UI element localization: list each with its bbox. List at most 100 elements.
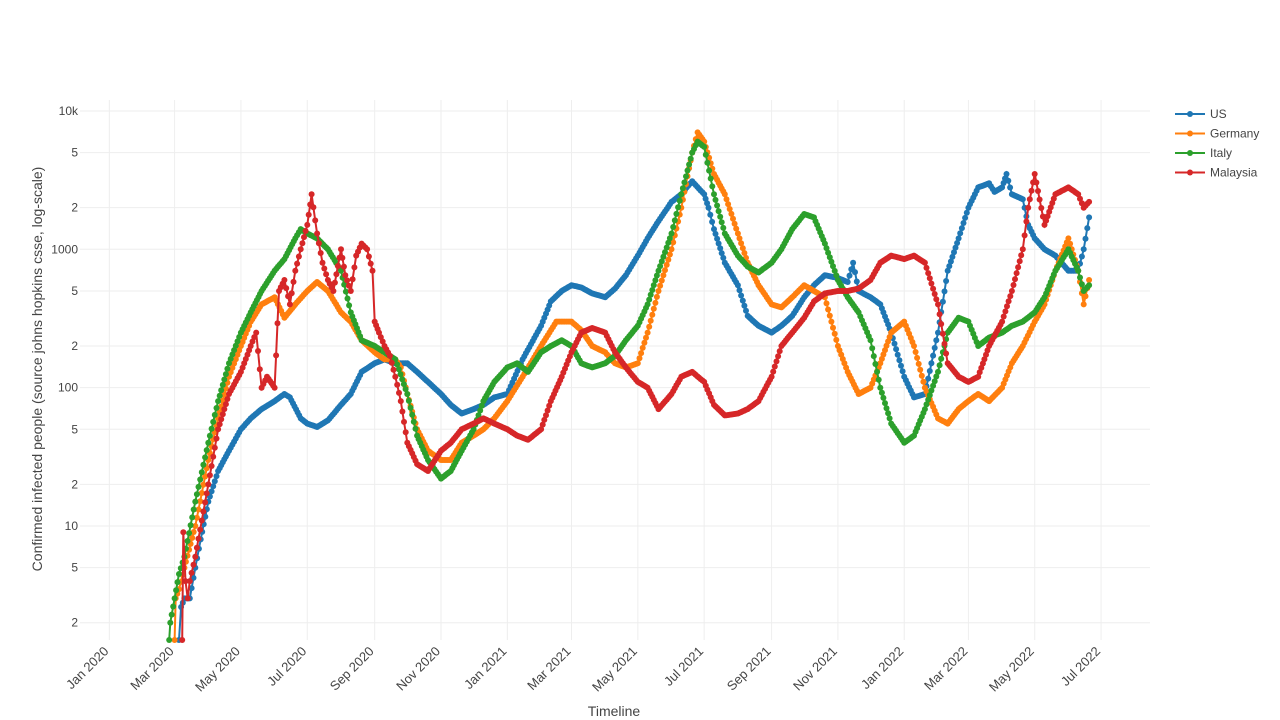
- data-point: [394, 381, 401, 388]
- data-point: [208, 488, 215, 495]
- data-point: [925, 396, 932, 403]
- data-point: [166, 637, 173, 643]
- data-point: [652, 299, 659, 306]
- data-point: [894, 351, 901, 358]
- data-point: [850, 259, 857, 266]
- x-tick-label: Nov 2020: [393, 644, 443, 694]
- y-tick-label: 5: [71, 284, 78, 298]
- data-point: [195, 506, 202, 513]
- data-point: [933, 337, 940, 344]
- data-point: [339, 254, 346, 261]
- data-point: [702, 151, 709, 158]
- data-point: [773, 358, 780, 365]
- data-point: [739, 245, 746, 252]
- data-point: [1019, 196, 1026, 203]
- data-point: [951, 249, 957, 256]
- data-point: [641, 339, 648, 346]
- data-point: [955, 235, 962, 242]
- y-tick-label: 2: [71, 616, 78, 630]
- y-tick-label: 2: [71, 201, 78, 215]
- data-point: [1000, 313, 1007, 320]
- data-point: [221, 406, 228, 413]
- x-tick-label: May 2021: [589, 644, 640, 695]
- data-point: [193, 491, 200, 498]
- data-point: [915, 360, 922, 367]
- data-point: [543, 412, 549, 419]
- legend-item-italy[interactable]: Italy: [1175, 146, 1232, 160]
- data-point: [186, 530, 193, 537]
- data-point: [1005, 298, 1012, 305]
- data-point: [1012, 276, 1018, 283]
- x-tick-label: Jul 2020: [264, 644, 309, 689]
- legend-item-malaysia[interactable]: Malaysia: [1175, 166, 1258, 180]
- x-tick-label: Jan 2021: [461, 644, 509, 692]
- data-point: [643, 334, 649, 341]
- y-tick-label: 5: [71, 422, 78, 436]
- data-point: [736, 287, 743, 294]
- x-tick-label: Jul 2022: [1058, 644, 1103, 689]
- data-point: [668, 246, 675, 253]
- data-point: [541, 416, 548, 423]
- data-point: [315, 240, 322, 247]
- data-point: [999, 318, 1006, 325]
- data-point: [211, 478, 218, 485]
- data-point: [686, 161, 693, 168]
- data-point: [844, 279, 851, 285]
- data-point: [386, 352, 393, 359]
- data-point: [206, 432, 213, 439]
- data-point: [1028, 187, 1035, 194]
- data-point: [939, 298, 946, 305]
- data-point: [935, 329, 941, 336]
- data-point: [405, 397, 412, 404]
- data-point: [938, 355, 945, 362]
- data-point: [928, 387, 935, 394]
- data-point: [1077, 195, 1083, 202]
- legend[interactable]: US Germany Italy Malaysia: [1175, 107, 1259, 180]
- data-point: [292, 267, 299, 274]
- data-point: [190, 506, 197, 513]
- data-point: [825, 306, 832, 313]
- data-point: [1078, 281, 1085, 288]
- data-point: [319, 259, 326, 266]
- data-point: [334, 263, 341, 269]
- legend-item-us[interactable]: US: [1175, 107, 1227, 121]
- data-point: [946, 263, 953, 270]
- data-point: [658, 258, 665, 265]
- data-point: [717, 213, 724, 220]
- data-point: [952, 244, 959, 251]
- legend-label: Malaysia: [1210, 166, 1258, 180]
- data-point: [634, 360, 641, 367]
- x-tick-label: Jan 2020: [63, 644, 111, 692]
- data-point: [283, 285, 290, 292]
- data-point: [728, 210, 735, 217]
- data-point: [925, 375, 932, 382]
- data-point: [274, 320, 281, 327]
- data-point: [738, 240, 745, 247]
- data-point: [219, 411, 226, 418]
- data-point: [251, 334, 258, 341]
- data-point: [886, 415, 893, 422]
- data-point: [1035, 188, 1041, 194]
- data-point: [947, 258, 954, 265]
- data-point: [718, 219, 725, 226]
- data-point: [255, 348, 261, 354]
- data-point: [180, 529, 187, 536]
- data-point: [402, 429, 409, 436]
- data-point: [660, 253, 667, 260]
- data-point: [954, 240, 961, 246]
- data-point: [1078, 253, 1085, 260]
- data-point: [1015, 264, 1022, 271]
- data-point: [347, 288, 354, 294]
- legend-item-germany[interactable]: Germany: [1175, 127, 1259, 141]
- data-point: [714, 202, 721, 209]
- data-point: [918, 372, 925, 379]
- data-point: [195, 483, 202, 490]
- data-point: [657, 263, 664, 270]
- data-point: [538, 426, 545, 433]
- data-point: [302, 228, 309, 234]
- data-point: [882, 400, 888, 407]
- data-point: [960, 220, 967, 226]
- data-point: [1080, 246, 1087, 253]
- data-point: [197, 498, 204, 505]
- x-tick-label: Sep 2020: [327, 644, 377, 694]
